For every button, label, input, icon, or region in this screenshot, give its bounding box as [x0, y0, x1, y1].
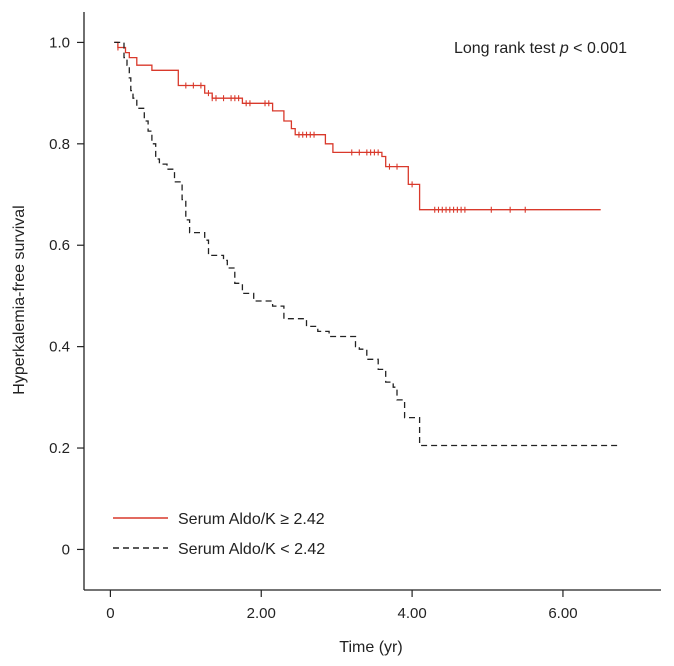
legend-label-low: Serum Aldo/K < 2.42	[178, 541, 325, 558]
log-rank-annotation: Long rank test p < 0.001	[454, 40, 627, 57]
legend-label-high: Serum Aldo/K ≥ 2.42	[178, 511, 325, 528]
annotation-suffix: < 0.001	[569, 40, 627, 57]
y-tick-label: 0.8	[49, 136, 70, 153]
y-tick-label: 0	[62, 541, 70, 558]
legend: Serum Aldo/K ≥ 2.42 Serum Aldo/K < 2.42	[113, 511, 325, 558]
annotation-p: p	[559, 40, 569, 57]
y-tick-label: 1.0	[49, 34, 70, 51]
ticks: 0 2.00 4.00 6.00 0 0.2 0.4 0.6 0.8 1.0	[49, 34, 577, 622]
x-tick-label: 2.00	[247, 605, 276, 622]
y-tick-label: 0.2	[49, 440, 70, 457]
x-axis-title: Time (yr)	[339, 639, 402, 656]
y-axis-title: Hyperkalemia-free survival	[11, 205, 28, 394]
y-tick-label: 0.6	[49, 237, 70, 254]
x-tick-label: 0	[106, 605, 114, 622]
annotation-prefix: Long rank test	[454, 40, 560, 57]
y-tick-label: 0.4	[49, 339, 70, 356]
x-tick-label: 6.00	[548, 605, 577, 622]
x-tick-label: 4.00	[397, 605, 426, 622]
curve-aldo-k-low	[114, 41, 620, 447]
axes	[83, 12, 661, 591]
curve-aldo-k-high	[114, 41, 601, 211]
survival-curves	[114, 41, 620, 447]
